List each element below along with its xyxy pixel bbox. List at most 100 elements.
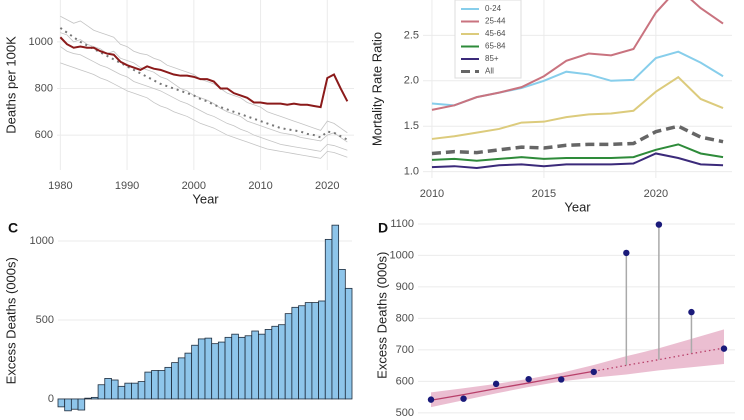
bar [77, 398, 86, 411]
y-tick-label: 800 [396, 312, 414, 324]
x-tick-label: 2020 [315, 180, 339, 192]
bar [70, 398, 79, 410]
y-tick-label: 600 [396, 375, 414, 387]
point [525, 375, 532, 383]
bar [184, 352, 193, 400]
legend-label: 65-84 [485, 42, 506, 51]
y-tick-label: 500 [396, 407, 414, 419]
bar [57, 398, 66, 408]
line [60, 46, 348, 152]
bar [278, 324, 286, 400]
bar [164, 366, 172, 400]
legend-label: 85+ [485, 54, 499, 63]
y-axis-title: Excess Deaths (000s) [3, 257, 18, 384]
x-tick-label: 2015 [532, 188, 556, 200]
y-tick-label: 1100 [390, 218, 414, 230]
bar [304, 302, 313, 400]
y-axis-title: Mortality Rate Ratio [369, 32, 384, 146]
bar [197, 338, 206, 400]
bar [91, 396, 99, 400]
legend-label: 25-44 [485, 17, 506, 26]
bar [191, 344, 199, 400]
line [431, 152, 724, 170]
point [460, 395, 467, 402]
bar [117, 385, 126, 400]
point [623, 249, 630, 257]
line [431, 143, 724, 162]
y-tick-label: 900 [396, 281, 414, 293]
bar [264, 329, 273, 400]
x-axis-title: Year [564, 199, 591, 214]
y-tick-label: 1000 [29, 36, 53, 48]
line [59, 27, 348, 141]
line [431, 0, 724, 111]
y-axis-title: Excess Deaths (000s) [374, 252, 389, 379]
line [431, 124, 724, 156]
legend-label: 0-24 [485, 4, 502, 13]
y-tick-label: 700 [396, 344, 414, 356]
legend-label: All [485, 67, 494, 76]
legend-box [454, 0, 522, 79]
bar [144, 371, 152, 400]
bar [244, 335, 253, 400]
x-tick-label: 2010 [420, 188, 444, 200]
bar [151, 370, 159, 400]
bar [311, 302, 319, 400]
bar [338, 268, 346, 400]
bar [177, 357, 186, 400]
panel-label: D [378, 220, 388, 236]
bar [271, 325, 279, 400]
point [688, 308, 695, 316]
line [60, 62, 348, 159]
bar [204, 337, 213, 400]
confidence-band [431, 329, 724, 408]
bar [324, 238, 333, 400]
panel-label: C [8, 220, 18, 236]
y-tick-label: 1.0 [404, 166, 419, 178]
bar [298, 305, 306, 400]
bar [171, 362, 179, 400]
point [427, 396, 435, 403]
y-tick-label: 1.5 [404, 120, 419, 132]
y-tick-label: 0 [48, 393, 54, 405]
bar [124, 382, 132, 400]
bar [104, 378, 112, 400]
bar [211, 343, 219, 400]
bar [224, 336, 233, 400]
y-tick-label: 2.5 [404, 29, 419, 41]
y-axis-title: Deaths per 100K [3, 36, 18, 134]
bar [284, 313, 293, 400]
bar [344, 287, 353, 400]
line [431, 75, 724, 140]
bar [157, 370, 166, 400]
bar [231, 333, 239, 400]
y-tick-label: 500 [36, 314, 54, 326]
y-tick-label: 800 [35, 82, 53, 94]
x-tick-label: 2000 [182, 180, 206, 192]
y-tick-label: 1000 [30, 235, 54, 247]
fit-line [430, 370, 594, 401]
bar [131, 382, 139, 400]
bar [217, 341, 226, 400]
point [492, 380, 500, 388]
bar [137, 381, 146, 400]
line [59, 36, 349, 109]
y-tick-label: 2.0 [404, 75, 419, 87]
y-tick-label: 1200 [29, 0, 53, 1]
bar [111, 379, 119, 400]
y-tick-label: 1000 [390, 249, 414, 261]
bar [318, 300, 326, 400]
y-tick-label: 600 [35, 129, 53, 141]
point [655, 221, 663, 228]
line [60, 15, 348, 134]
x-tick-label: 2010 [248, 180, 272, 192]
point [590, 368, 597, 376]
legend-label: 45-64 [485, 29, 506, 38]
x-tick-label: 1990 [115, 180, 139, 192]
x-axis-title: Year [192, 191, 219, 206]
bar [64, 398, 72, 412]
x-tick-label: 1980 [48, 180, 72, 192]
bar [258, 333, 266, 400]
